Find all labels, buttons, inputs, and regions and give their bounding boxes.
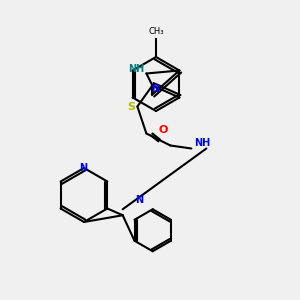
Text: CH₃: CH₃ — [148, 27, 164, 36]
Text: S: S — [128, 101, 135, 112]
Text: N: N — [151, 83, 159, 94]
Text: O: O — [158, 125, 168, 136]
Text: NH: NH — [128, 64, 144, 74]
Text: N: N — [80, 163, 88, 173]
Text: N: N — [135, 195, 143, 205]
Text: NH: NH — [194, 137, 211, 148]
